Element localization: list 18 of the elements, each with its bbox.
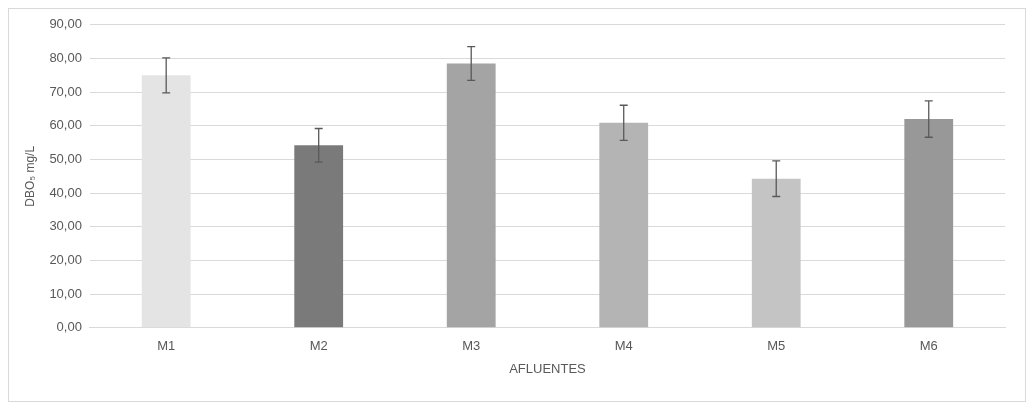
x-axis-title: AFLUENTES	[509, 360, 587, 376]
x-tick-label: M1	[157, 338, 176, 354]
y-tick-label: 0,00	[56, 319, 82, 335]
y-tick-label: 20,00	[49, 252, 82, 268]
x-tick-label: M5	[767, 338, 786, 354]
x-tick-label: M3	[462, 338, 481, 354]
x-tick-label: M2	[309, 338, 328, 354]
x-tick-label: M6	[919, 338, 938, 354]
y-tick-label: 60,00	[49, 117, 82, 133]
y-tick-label: 70,00	[49, 83, 82, 99]
y-tick-label: 50,00	[49, 151, 82, 167]
y-tick-label: 90,00	[49, 16, 82, 32]
y-tick-label: 30,00	[49, 218, 82, 234]
y-tick-label: 80,00	[49, 50, 82, 66]
y-tick-label: 40,00	[49, 184, 82, 200]
x-tick-label: M4	[614, 338, 633, 354]
y-tick-label: 10,00	[49, 285, 82, 301]
y-axis-title: DBO₅ mg/L	[22, 145, 37, 207]
